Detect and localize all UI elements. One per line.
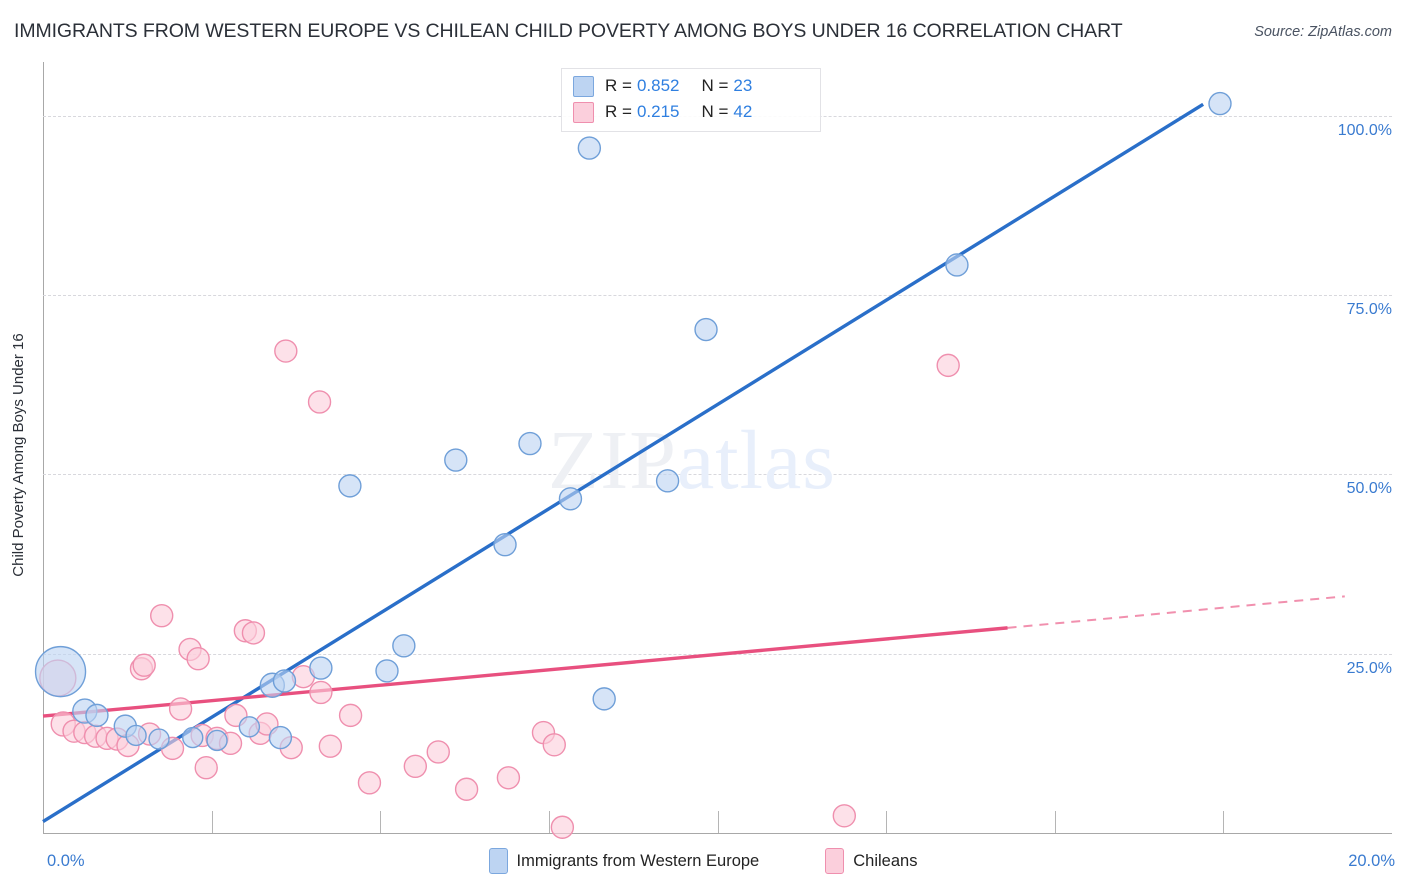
data-point[interactable] (125, 724, 147, 747)
data-point[interactable] (194, 756, 218, 780)
data-point[interactable] (493, 532, 517, 557)
immigrants-points (34, 91, 1232, 752)
trend-line-extension-chileans (1007, 595, 1345, 629)
data-point[interactable] (150, 603, 174, 628)
n-label-pink: N = (701, 102, 729, 121)
data-point[interactable] (85, 703, 109, 728)
data-point[interactable] (392, 634, 416, 658)
data-point[interactable] (309, 656, 333, 680)
y-axis-tick-label: 50.0% (1346, 480, 1392, 498)
data-point[interactable] (338, 474, 362, 498)
legend-swatch-blue-icon (573, 75, 594, 97)
n-value-blue: 23 (733, 76, 753, 95)
gridline (43, 295, 1392, 297)
r-label-pink: R = (605, 102, 632, 121)
x-axis-tick (1223, 811, 1225, 833)
data-point[interactable] (168, 697, 193, 721)
data-point[interactable] (186, 647, 210, 671)
y-axis-tick-label: 25.0% (1346, 659, 1392, 677)
data-point[interactable] (496, 766, 521, 790)
data-point[interactable] (307, 390, 332, 414)
trend-lines (42, 102, 1345, 823)
data-point[interactable] (945, 253, 969, 277)
y-axis-tick-label: 75.0% (1346, 301, 1392, 319)
data-point[interactable] (936, 353, 960, 378)
data-point[interactable] (832, 804, 857, 828)
data-point[interactable] (338, 703, 363, 728)
x-axis-line (43, 833, 1392, 834)
data-point[interactable] (309, 680, 333, 705)
data-point[interactable] (132, 653, 156, 677)
series-legend: Immigrants from Western Europe Chileans (0, 848, 1406, 874)
x-axis-tick (380, 811, 382, 833)
legend-label-chileans: Chileans (853, 851, 918, 870)
r-label-blue: R = (605, 76, 632, 95)
data-point[interactable] (444, 448, 468, 472)
n-value-pink: 42 (733, 102, 753, 121)
gridline (43, 474, 1392, 476)
x-axis-tick (548, 811, 550, 833)
trend-line-immigrants-from-western-europe (42, 102, 1205, 823)
data-point[interactable] (518, 431, 542, 456)
x-axis-label-max: 20.0% (1348, 852, 1395, 870)
x-axis-tick (1054, 811, 1056, 833)
x-axis-tick (717, 811, 719, 833)
chileans-points (39, 339, 960, 839)
data-point[interactable] (148, 728, 170, 750)
data-point[interactable] (454, 777, 479, 801)
legend-swatch-pink-icon (573, 101, 594, 123)
data-point[interactable] (268, 725, 293, 750)
data-point[interactable] (403, 754, 428, 778)
data-point[interactable] (241, 621, 266, 645)
data-point[interactable] (206, 729, 228, 752)
x-axis-tick (211, 811, 213, 833)
stats-legend-row-pink: R = 0.215 N = 42 (573, 99, 752, 125)
legend-swatch-immigrants-icon (488, 848, 508, 874)
data-point[interactable] (272, 669, 297, 693)
data-point[interactable] (357, 771, 382, 795)
legend-item-chileans[interactable]: Chileans (825, 848, 917, 874)
legend-item-immigrants[interactable]: Immigrants from Western Europe (488, 848, 760, 874)
trend-line-chileans (42, 626, 1008, 718)
source-label: Source: ZipAtlas.com (1254, 24, 1392, 40)
data-point[interactable] (550, 815, 575, 839)
page-title: IMMIGRANTS FROM WESTERN EUROPE VS CHILEA… (14, 20, 1123, 42)
r-value-pink: 0.215 (636, 102, 680, 121)
data-point[interactable] (655, 469, 680, 493)
stats-legend: R = 0.852 N = 23 R = 0.215 N = 42 (561, 68, 821, 132)
y-axis-tick-label: 100.0% (1337, 121, 1392, 139)
data-point[interactable] (558, 487, 583, 511)
r-value-blue: 0.852 (636, 76, 680, 95)
x-axis-tick (886, 811, 888, 833)
data-point[interactable] (375, 659, 399, 683)
data-point[interactable] (182, 726, 204, 749)
data-point[interactable] (318, 734, 343, 758)
data-point[interactable] (238, 716, 261, 738)
legend-swatch-chileans-icon (825, 848, 845, 874)
stats-legend-row-blue: R = 0.852 N = 23 (573, 73, 752, 99)
data-point[interactable] (426, 740, 450, 764)
data-point[interactable] (542, 733, 566, 757)
legend-label-immigrants: Immigrants from Western Europe (516, 851, 760, 870)
data-point[interactable] (577, 136, 602, 160)
data-point[interactable] (274, 339, 298, 363)
x-axis-label-min: 0.0% (47, 852, 85, 870)
n-label-blue: N = (701, 76, 729, 95)
data-point[interactable] (592, 687, 616, 711)
y-axis-line (43, 62, 44, 834)
data-point[interactable] (34, 645, 87, 698)
data-point[interactable] (694, 317, 718, 342)
data-point[interactable] (1208, 91, 1232, 116)
